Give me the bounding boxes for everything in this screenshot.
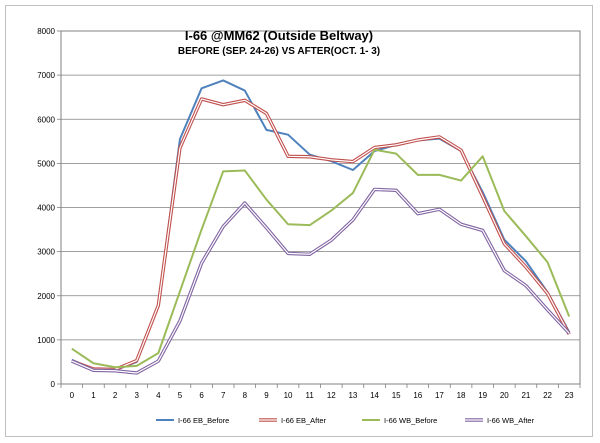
x-tick-label: 0 (70, 391, 75, 400)
x-tick-label: 15 (392, 391, 401, 400)
x-tick-label: 14 (370, 391, 379, 400)
legend-item: I-66 WB_After (465, 416, 535, 425)
series-line (71, 148, 571, 369)
x-tick-label: 2 (113, 391, 118, 400)
y-tick-label: 3000 (37, 248, 55, 257)
y-tick-label: 0 (51, 380, 56, 389)
x-tick-label: 13 (348, 391, 357, 400)
y-tick-label: 2000 (37, 292, 55, 301)
series-line-path (71, 148, 571, 369)
x-tick-label: 18 (457, 391, 466, 400)
series-layer (71, 79, 571, 375)
x-tick-label: 12 (327, 391, 336, 400)
x-tick-label: 21 (521, 391, 530, 400)
chart-subtitle: BEFORE (SEP. 24-26) VS AFTER(OCT. 1- 3) (178, 46, 380, 57)
x-tick-label: 3 (134, 391, 139, 400)
series-line-inner (71, 98, 570, 371)
x-tick-label: 11 (306, 391, 315, 400)
chart-frame: 0 1000 2000 3000 4000 5000 6000 7000 8000 0 1 2 3 4 5 6… (5, 5, 593, 437)
x-tick-label: 17 (435, 391, 444, 400)
y-tick-label: 1000 (37, 336, 55, 345)
series-line (71, 97, 571, 372)
x-tick-label: 22 (543, 391, 552, 400)
series-line-inner (71, 188, 570, 374)
legend-item: I-66 EB_Before (156, 416, 229, 425)
y-tick-label: 5000 (37, 159, 55, 168)
x-tick-label: 7 (221, 391, 226, 400)
legend-label: I-66 WB_Before (384, 416, 437, 425)
x-tick-label: 23 (565, 391, 574, 400)
x-tick-label: 10 (284, 391, 293, 400)
chart-title: I-66 @MM62 (Outside Beltway) (185, 28, 373, 43)
series-line (71, 187, 571, 375)
x-tick-label: 5 (178, 391, 183, 400)
y-tick-label: 8000 (37, 27, 55, 36)
x-tick-label: 1 (91, 391, 96, 400)
legend-label: I-66 WB_After (487, 416, 535, 425)
y-tick-label: 4000 (37, 204, 55, 213)
x-tick-label: 8 (243, 391, 248, 400)
y-tick-label: 7000 (37, 71, 55, 80)
legend-label: I-66 EB_Before (178, 416, 229, 425)
x-tick-label: 20 (500, 391, 509, 400)
legend-label: I-66 EB_After (281, 416, 327, 425)
grid-layer (61, 74, 580, 341)
x-tick-label: 19 (478, 391, 487, 400)
legend-item: I-66 WB_Before (362, 416, 437, 425)
x-tick-label: 9 (264, 391, 269, 400)
legend-item: I-66 EB_After (259, 416, 327, 425)
y-tick-label: 6000 (37, 115, 55, 124)
legend: I-66 EB_Before I-66 EB_After I-66 WB_Befor… (156, 416, 535, 425)
x-tick-label: 16 (413, 391, 422, 400)
x-tick-label: 6 (199, 391, 204, 400)
x-tick-label: 4 (156, 391, 161, 400)
